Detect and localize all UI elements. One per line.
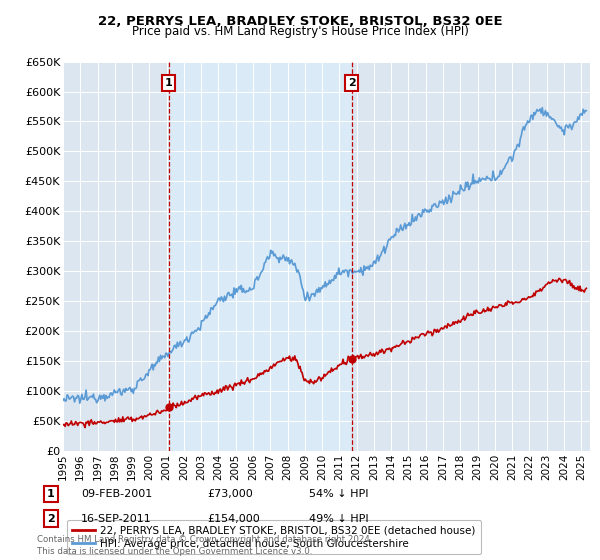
Text: 2: 2 — [47, 514, 55, 524]
Text: Price paid vs. HM Land Registry's House Price Index (HPI): Price paid vs. HM Land Registry's House … — [131, 25, 469, 38]
Text: 09-FEB-2001: 09-FEB-2001 — [81, 489, 152, 499]
Text: £154,000: £154,000 — [207, 514, 260, 524]
Text: 54% ↓ HPI: 54% ↓ HPI — [309, 489, 368, 499]
Text: Contains HM Land Registry data © Crown copyright and database right 2024.
This d: Contains HM Land Registry data © Crown c… — [37, 535, 373, 556]
Text: 2: 2 — [348, 78, 355, 88]
Text: 16-SEP-2011: 16-SEP-2011 — [81, 514, 152, 524]
Text: 1: 1 — [47, 489, 55, 499]
Legend: 22, PERRYS LEA, BRADLEY STOKE, BRISTOL, BS32 0EE (detached house), HPI: Average : 22, PERRYS LEA, BRADLEY STOKE, BRISTOL, … — [67, 520, 481, 554]
Text: 1: 1 — [164, 78, 172, 88]
Bar — [169, 62, 352, 451]
Text: 49% ↓ HPI: 49% ↓ HPI — [309, 514, 368, 524]
Text: 22, PERRYS LEA, BRADLEY STOKE, BRISTOL, BS32 0EE: 22, PERRYS LEA, BRADLEY STOKE, BRISTOL, … — [98, 15, 502, 28]
Text: £73,000: £73,000 — [207, 489, 253, 499]
